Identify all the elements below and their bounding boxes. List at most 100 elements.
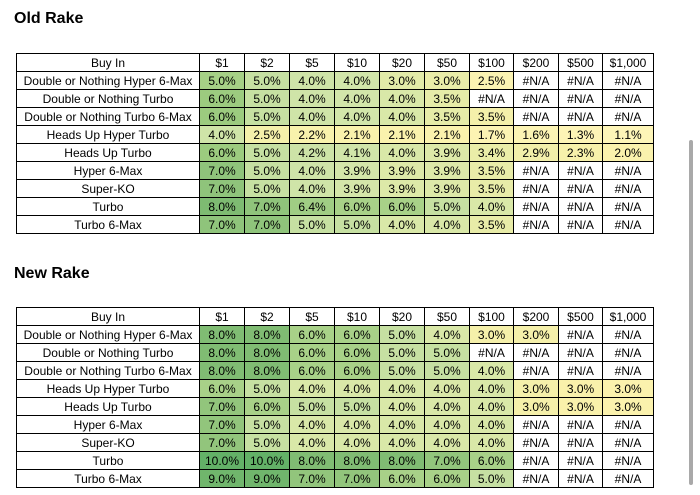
- rake-cell: 4.0%: [379, 107, 425, 126]
- rake-cell: #N/A: [558, 343, 603, 362]
- rake-cell: 7.0%: [199, 179, 245, 198]
- rake-cell: #N/A: [602, 451, 654, 470]
- table-row: Double or Nothing Hyper 6-Max 8.0% 8.0% 6.0…: [16, 325, 654, 344]
- header-buy-in: Buy In: [16, 307, 200, 326]
- row-label: Double or Nothing Turbo 6-Max: [16, 107, 200, 126]
- rake-cell: 3.5%: [469, 161, 514, 180]
- rake-cell: 3.5%: [469, 179, 514, 198]
- rake-cell: 3.0%: [558, 379, 603, 398]
- header-buy-in-level: $200: [513, 53, 559, 72]
- row-label: Heads Up Turbo: [16, 397, 200, 416]
- row-label: Heads Up Hyper Turbo: [16, 379, 200, 398]
- rake-cell: 4.0%: [289, 107, 335, 126]
- rake-cell: #N/A: [602, 179, 654, 198]
- rake-cell: 5.0%: [379, 343, 425, 362]
- rake-cell: 4.0%: [379, 415, 425, 434]
- row-label: Super-KO: [16, 433, 200, 452]
- rake-cell: 5.0%: [244, 71, 290, 90]
- row-label: Double or Nothing Turbo 6-Max: [16, 361, 200, 380]
- row-label: Turbo: [16, 197, 200, 216]
- header-buy-in: Buy In: [16, 53, 200, 72]
- old-rake-title: Old Rake: [14, 10, 84, 27]
- rake-cell: 6.0%: [379, 197, 425, 216]
- rake-cell: 5.0%: [424, 197, 470, 216]
- rake-cell: 4.0%: [379, 433, 425, 452]
- rake-cell: 4.0%: [334, 433, 380, 452]
- rake-cell: 5.0%: [244, 107, 290, 126]
- rake-cell: 5.0%: [244, 379, 290, 398]
- rake-cell: #N/A: [513, 161, 559, 180]
- rake-cell: 5.0%: [424, 343, 470, 362]
- rake-cell: 6.0%: [289, 343, 335, 362]
- rake-cell: 8.0%: [289, 451, 335, 470]
- row-label: Super-KO: [16, 179, 200, 198]
- header-buy-in-level: $500: [558, 307, 603, 326]
- rake-cell: 4.0%: [469, 379, 514, 398]
- rake-cell: 10.0%: [244, 451, 290, 470]
- rake-cell: 1.6%: [513, 125, 559, 144]
- rake-cell: 6.0%: [199, 143, 245, 162]
- rake-cell: 3.0%: [513, 325, 559, 344]
- rake-cell: 3.0%: [469, 325, 514, 344]
- rake-cell: 5.0%: [244, 89, 290, 108]
- rake-cell: 4.1%: [334, 143, 380, 162]
- rake-cell: 3.0%: [602, 397, 654, 416]
- header-buy-in-level: $20: [379, 307, 425, 326]
- rake-cell: #N/A: [558, 415, 603, 434]
- rake-cell: 7.0%: [199, 215, 245, 234]
- rake-cell: 4.0%: [424, 415, 470, 434]
- rake-cell: 4.0%: [469, 433, 514, 452]
- rake-cell: 4.0%: [469, 197, 514, 216]
- rake-cell: 2.1%: [379, 125, 425, 144]
- row-label: Double or Nothing Hyper 6-Max: [16, 325, 200, 344]
- rake-cell: 4.0%: [469, 415, 514, 434]
- rake-cell: #N/A: [602, 433, 654, 452]
- table-row: Heads Up Hyper Turbo 6.0% 5.0% 4.0% 4.0% 4.0%…: [16, 379, 654, 398]
- header-buy-in-level: $100: [469, 53, 514, 72]
- rake-cell: 8.0%: [244, 325, 290, 344]
- rake-cell: 7.0%: [199, 397, 245, 416]
- rake-cell: 6.0%: [334, 361, 380, 380]
- rake-cell: 5.0%: [469, 469, 514, 488]
- rake-cell: 5.0%: [289, 397, 335, 416]
- rake-cell: #N/A: [513, 71, 559, 90]
- header-buy-in-level: $10: [334, 307, 380, 326]
- rake-cell: #N/A: [558, 107, 603, 126]
- rake-cell: 7.0%: [244, 215, 290, 234]
- rake-cell: 9.0%: [199, 469, 245, 488]
- rake-cell: #N/A: [602, 343, 654, 362]
- rake-cell: 4.2%: [289, 143, 335, 162]
- rake-cell: 6.0%: [199, 89, 245, 108]
- rake-cell: 4.0%: [334, 71, 380, 90]
- rake-cell: 6.0%: [469, 451, 514, 470]
- vertical-scrollbar[interactable]: [689, 140, 693, 485]
- rake-cell: 3.9%: [424, 143, 470, 162]
- rake-cell: 4.0%: [469, 361, 514, 380]
- row-label: Turbo: [16, 451, 200, 470]
- rake-cell: #N/A: [513, 451, 559, 470]
- rake-cell: 4.0%: [424, 215, 470, 234]
- rake-cell: #N/A: [602, 469, 654, 488]
- rake-cell: #N/A: [513, 197, 559, 216]
- header-buy-in-level: $1: [199, 307, 245, 326]
- rake-cell: 8.0%: [244, 361, 290, 380]
- table-header-row: Buy In $1 $2 $5 $10 $20 $50 $100 $200 $500 $1,000: [16, 307, 654, 326]
- rake-cell: 6.0%: [424, 469, 470, 488]
- rake-cell: #N/A: [602, 161, 654, 180]
- rake-cell: 8.0%: [199, 343, 245, 362]
- header-buy-in-level: $1,000: [602, 53, 654, 72]
- table-row: Double or Nothing Hyper 6-Max 5.0% 5.0% 4.0…: [16, 71, 654, 90]
- rake-cell: #N/A: [469, 343, 514, 362]
- rake-cell: 3.0%: [513, 397, 559, 416]
- rake-cell: 4.0%: [334, 89, 380, 108]
- rake-cell: 7.0%: [199, 433, 245, 452]
- header-buy-in-level: $100: [469, 307, 514, 326]
- row-label: Turbo 6-Max: [16, 469, 200, 488]
- rake-cell: 4.0%: [424, 379, 470, 398]
- rake-cell: 8.0%: [244, 343, 290, 362]
- rake-cell: #N/A: [558, 179, 603, 198]
- rake-cell: 7.0%: [199, 161, 245, 180]
- rake-cell: 9.0%: [244, 469, 290, 488]
- rake-cell: 1.3%: [558, 125, 603, 144]
- old-rake-table: Buy In $1 $2 $5 $10 $20 $50 $100 $200 $500 $1,000 D…: [16, 53, 654, 234]
